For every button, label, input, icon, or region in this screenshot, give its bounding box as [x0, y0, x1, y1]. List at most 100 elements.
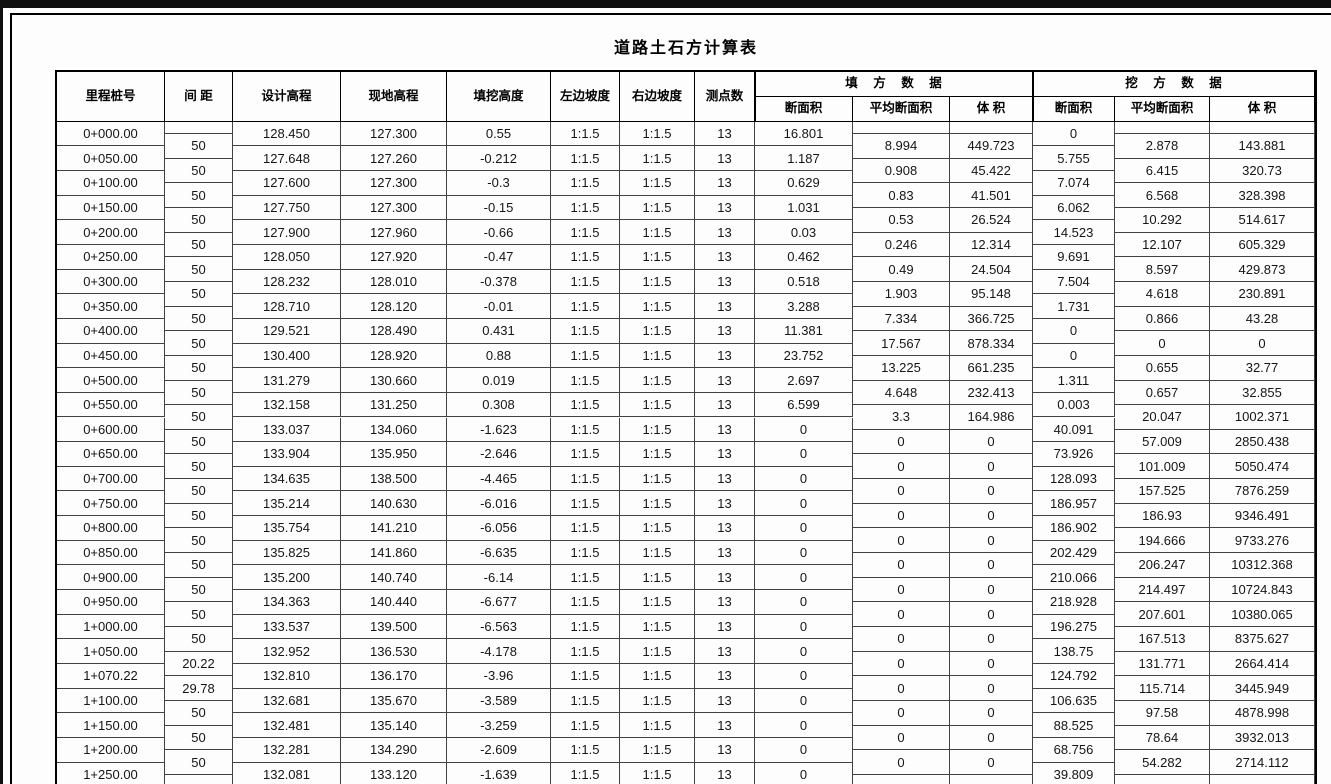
fill-area-cell: 0 [755, 540, 853, 566]
spacer-cell [853, 121, 950, 134]
header-cut-group: 挖 方 数 据 [1033, 71, 1315, 97]
cut-area-cell: 7.074 [1033, 171, 1115, 196]
fill-volume-cell: 0 [950, 454, 1033, 480]
points-cell: 13 [695, 368, 755, 393]
distance-cell: 50 [165, 627, 233, 652]
station-cell: 0+850.00 [57, 540, 165, 566]
fill-volume-cell: 0 [950, 676, 1033, 701]
fill-avg-area-cell: 0 [853, 627, 950, 652]
points-cell: 13 [695, 294, 755, 319]
cut-avg-area-cell: 167.513 [1115, 627, 1210, 652]
points-cell: 13 [695, 146, 755, 171]
fill-avg-area-cell: 0 [853, 725, 950, 751]
station-cell: 1+000.00 [57, 614, 165, 640]
fill-area-cell: 0 [755, 590, 853, 615]
cut-avg-area-cell: 6.568 [1115, 183, 1210, 208]
fill-area-cell: 3.288 [755, 294, 853, 319]
cut-area-cell: 73.926 [1033, 442, 1115, 467]
ground-elev-cell: 140.440 [341, 590, 447, 615]
cut-volume-cell: 0 [1210, 331, 1315, 356]
header-cut-volume: 体 积 [1210, 96, 1315, 122]
design-elev-cell: 133.037 [233, 417, 341, 443]
page-title: 道路土石方计算表 [613, 40, 758, 57]
right-slope-cell: 1:1.5 [620, 146, 695, 171]
header-right-slope: 右边坡度 [620, 71, 695, 122]
design-elev-cell: 128.710 [233, 294, 341, 319]
cut-avg-area-cell: 157.525 [1115, 479, 1210, 504]
right-slope-cell: 1:1.5 [620, 195, 695, 221]
left-slope-cell: 1:1.5 [551, 244, 620, 270]
fill-area-cell: 0.629 [755, 171, 853, 196]
fill-area-cell: 0 [755, 417, 853, 443]
spacer-cell [950, 774, 1033, 784]
cut-avg-area-cell: 12.107 [1115, 232, 1210, 258]
cut-volume-cell: 429.873 [1210, 257, 1315, 282]
ground-elev-cell: 130.660 [341, 368, 447, 393]
fill-cut-height-cell: -0.66 [447, 220, 551, 245]
fill-volume-cell: 24.504 [950, 257, 1033, 282]
cut-volume-cell: 10312.368 [1210, 553, 1315, 578]
cut-volume-cell: 230.891 [1210, 281, 1315, 307]
station-cell: 0+100.00 [57, 171, 165, 196]
points-cell: 13 [695, 442, 755, 467]
right-slope-cell: 1:1.5 [620, 220, 695, 245]
cut-avg-area-cell: 101.009 [1115, 454, 1210, 480]
station-cell: 0+800.00 [57, 516, 165, 541]
right-slope-cell: 1:1.5 [620, 121, 695, 147]
station-cell: 0+150.00 [57, 195, 165, 221]
cut-volume-cell: 2850.438 [1210, 429, 1315, 455]
ground-elev-cell: 128.920 [341, 343, 447, 369]
design-elev-cell: 132.810 [233, 664, 341, 689]
left-slope-cell: 1:1.5 [551, 343, 620, 369]
points-cell: 13 [695, 639, 755, 664]
cut-volume-cell: 9733.276 [1210, 528, 1315, 554]
fill-cut-height-cell: -1.623 [447, 417, 551, 443]
cut-area-cell: 68.756 [1033, 737, 1115, 763]
design-elev-cell: 128.050 [233, 244, 341, 270]
distance-cell: 50 [165, 479, 233, 504]
distance-cell: 50 [165, 700, 233, 726]
fill-volume-cell: 0 [950, 479, 1033, 504]
design-elev-cell: 133.537 [233, 614, 341, 640]
fill-volume-cell: 878.334 [950, 331, 1033, 356]
distance-cell: 50 [165, 528, 233, 554]
header-ground-elev: 现地高程 [341, 71, 447, 122]
cut-area-cell: 7.504 [1033, 269, 1115, 295]
cut-avg-area-cell: 0.657 [1115, 380, 1210, 406]
left-slope-cell: 1:1.5 [551, 442, 620, 467]
left-slope-cell: 1:1.5 [551, 713, 620, 738]
fill-area-cell: 1.031 [755, 195, 853, 221]
fill-cut-height-cell: -0.15 [447, 195, 551, 221]
fill-avg-area-cell: 7.334 [853, 306, 950, 332]
fill-avg-area-cell: 0 [853, 429, 950, 455]
right-slope-cell: 1:1.5 [620, 417, 695, 443]
fill-area-cell: 0 [755, 565, 853, 591]
points-cell: 13 [695, 713, 755, 738]
points-cell: 13 [695, 664, 755, 689]
station-cell: 0+250.00 [57, 244, 165, 270]
cut-volume-cell: 32.855 [1210, 380, 1315, 406]
cut-volume-cell: 514.617 [1210, 207, 1315, 233]
design-elev-cell: 132.281 [233, 737, 341, 763]
station-cell: 0+200.00 [57, 220, 165, 245]
cut-volume-cell: 10380.065 [1210, 602, 1315, 628]
drawing-frame [10, 13, 1331, 784]
points-cell: 13 [695, 762, 755, 784]
header-station: 里程桩号 [57, 71, 165, 122]
ground-elev-cell: 136.170 [341, 664, 447, 689]
fill-volume-cell: 164.986 [950, 405, 1033, 430]
station-cell: 0+400.00 [57, 318, 165, 344]
fill-cut-height-cell: -3.96 [447, 664, 551, 689]
fill-volume-cell: 449.723 [950, 134, 1033, 159]
distance-cell: 50 [165, 503, 233, 529]
cut-avg-area-cell: 207.601 [1115, 602, 1210, 628]
cut-area-cell: 0 [1033, 343, 1115, 369]
left-slope-cell: 1:1.5 [551, 491, 620, 517]
cut-volume-cell: 1002.371 [1210, 405, 1315, 430]
distance-cell: 50 [165, 380, 233, 406]
cut-avg-area-cell: 97.58 [1115, 700, 1210, 726]
right-slope-cell: 1:1.5 [620, 269, 695, 295]
right-slope-cell: 1:1.5 [620, 614, 695, 640]
station-cell: 0+450.00 [57, 343, 165, 369]
fill-area-cell: 0 [755, 688, 853, 714]
